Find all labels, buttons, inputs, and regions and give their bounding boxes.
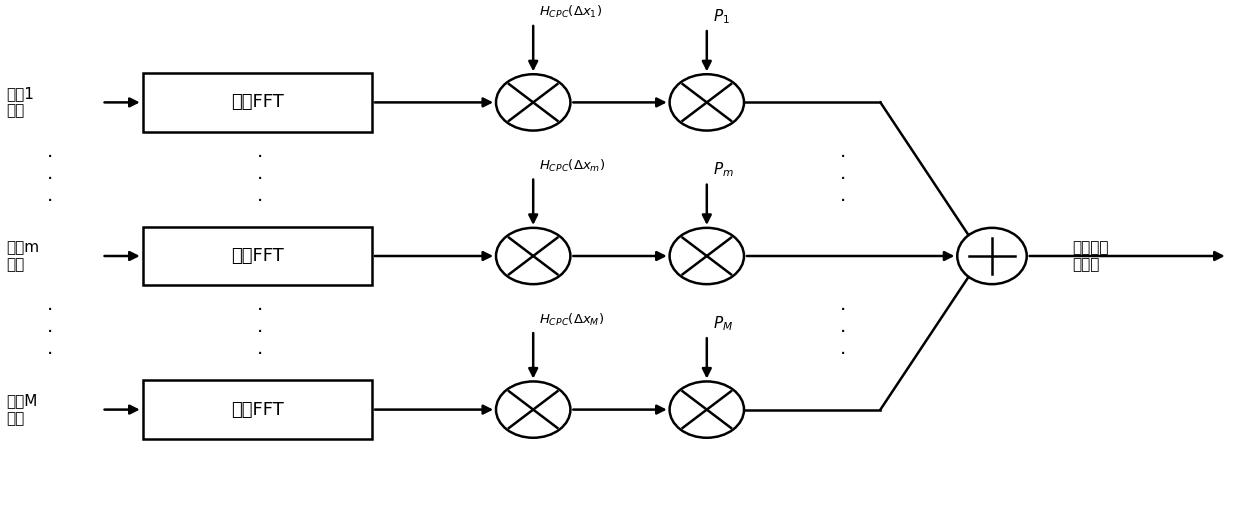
Text: 二维FFT: 二维FFT [231, 400, 284, 419]
Ellipse shape [670, 74, 744, 131]
Text: ·
·
·: · · · [257, 147, 264, 211]
Text: 通道m
回波: 通道m 回波 [6, 240, 40, 272]
Text: 通道M
回波: 通道M 回波 [6, 393, 37, 426]
Text: $H_{CPC}(\Delta x_1)$: $H_{CPC}(\Delta x_1)$ [539, 5, 603, 20]
Text: ·
·
·: · · · [839, 301, 847, 365]
Ellipse shape [496, 228, 570, 284]
Text: 通道1
回波: 通道1 回波 [6, 86, 33, 119]
Ellipse shape [496, 381, 570, 438]
Ellipse shape [957, 228, 1027, 284]
Bar [143, 380, 372, 439]
Ellipse shape [496, 74, 570, 131]
Text: 二维FFT: 二维FFT [231, 93, 284, 112]
Text: 二维FFT: 二维FFT [231, 247, 284, 265]
Text: $P_1$: $P_1$ [713, 7, 730, 26]
Text: $P_m$: $P_m$ [713, 160, 734, 179]
Bar [143, 226, 372, 286]
Text: ·
·
·: · · · [257, 301, 264, 365]
Bar [143, 73, 372, 132]
Text: $H_{CPC}(\Delta x_m)$: $H_{CPC}(\Delta x_m)$ [539, 158, 605, 174]
Text: $H_{CPC}(\Delta x_M)$: $H_{CPC}(\Delta x_M)$ [539, 312, 605, 328]
Text: ·
·
·: · · · [46, 301, 53, 365]
Ellipse shape [670, 381, 744, 438]
Text: ·
·
·: · · · [46, 147, 53, 211]
Text: $P_M$: $P_M$ [713, 314, 733, 333]
Text: 等效单通
道回波: 等效单通 道回波 [1073, 240, 1109, 272]
Text: ·
·
·: · · · [839, 147, 847, 211]
Ellipse shape [670, 228, 744, 284]
